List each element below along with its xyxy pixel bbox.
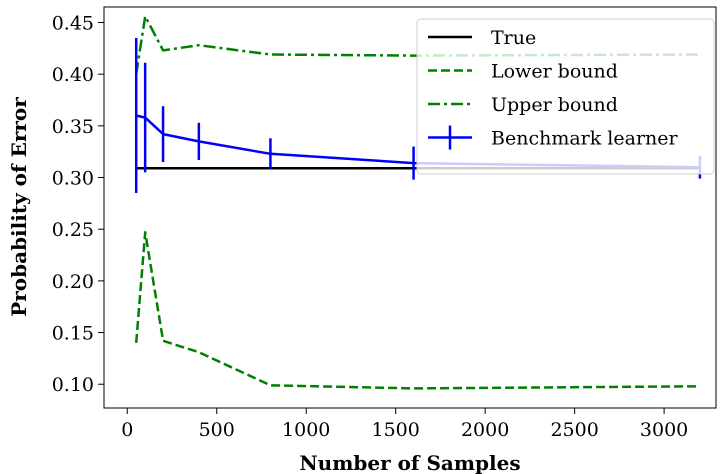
y-tick-label: 0.30 [52,168,94,190]
legend-label-benchmark-learner: Benchmark learner [491,128,679,150]
x-tick-label: 2500 [550,419,598,441]
legend-box [416,18,715,175]
y-tick-label: 0.35 [52,116,94,138]
series-layer [134,15,702,390]
y-axis-ticks: 0.10 0.15 0.20 0.25 0.30 0.35 0.40 0.45 [52,13,104,396]
x-tick-label: 2000 [461,419,509,441]
x-axis-ticks: 0 500 1000 1500 2000 2500 3000 [121,408,688,441]
x-axis-title: Number of Samples [299,451,520,474]
x-tick-label: 500 [199,419,235,441]
legend-label-true: True [491,27,536,49]
y-axis-title: Probability of Error [7,97,31,317]
x-tick-label: 1000 [282,419,330,441]
x-tick-label: 0 [121,419,133,441]
y-tick-label: 0.20 [52,271,94,293]
plot-frame [103,6,717,409]
y-tick-label: 0.15 [52,323,94,345]
x-tick-label: 1500 [372,419,420,441]
legend: True Lower bound Upper bound Benchmark lear… [416,18,715,175]
series-line-upper-bound [134,15,700,75]
y-tick-label: 0.10 [52,374,94,396]
y-tick-label: 0.45 [52,13,94,35]
x-tick-label: 3000 [640,419,688,441]
y-tick-label: 0.40 [52,64,94,86]
legend-label-upper-bound: Upper bound [491,94,618,116]
y-tick-label: 0.25 [52,219,94,241]
legend-label-lower-bound: Lower bound [491,61,618,83]
series-line-lower-bound [134,231,700,390]
